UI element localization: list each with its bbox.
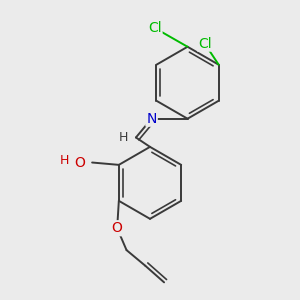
Text: H: H <box>119 131 128 144</box>
Text: O: O <box>112 221 123 235</box>
Text: O: O <box>74 155 85 170</box>
Text: N: N <box>146 112 157 126</box>
Text: Cl: Cl <box>148 21 161 35</box>
Text: H: H <box>59 154 69 167</box>
Text: Cl: Cl <box>198 37 211 51</box>
